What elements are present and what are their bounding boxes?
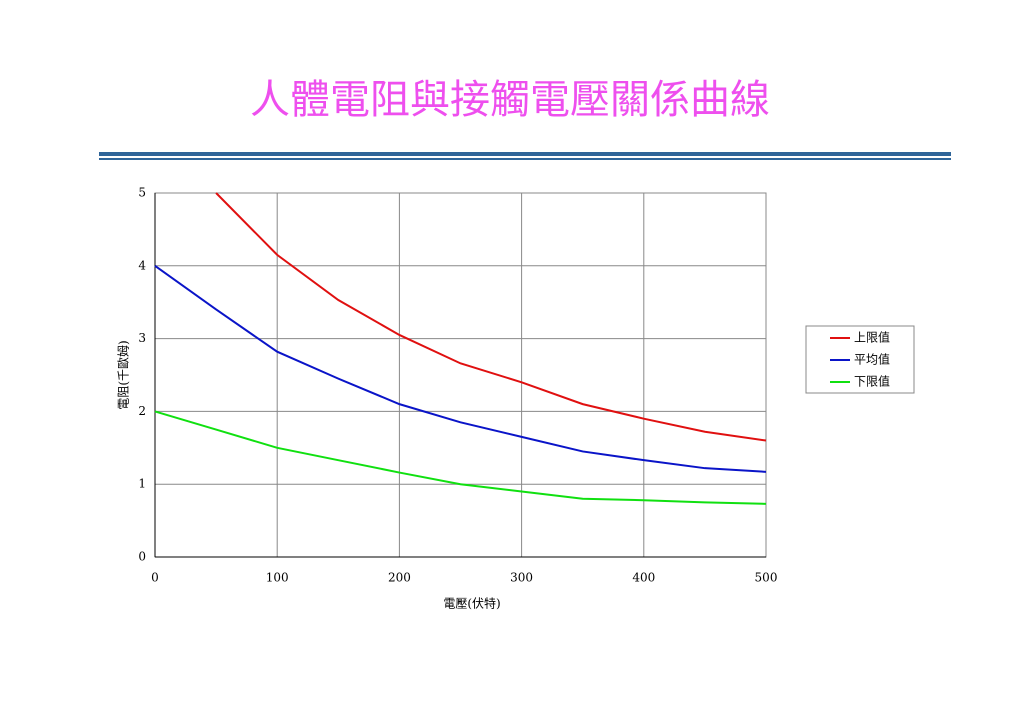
x-tick-label: 100 bbox=[266, 571, 289, 585]
legend-box bbox=[805, 325, 915, 394]
y-tick-label: 1 bbox=[138, 477, 146, 491]
x-tick-label: 500 bbox=[755, 571, 778, 585]
y-tick-label: 3 bbox=[138, 331, 146, 345]
series-line bbox=[154, 410, 767, 505]
chart-title: 人體電阻與接觸電壓關係曲線 bbox=[250, 77, 770, 123]
y-tick-label: 2 bbox=[138, 404, 146, 418]
y-tick-label: 4 bbox=[138, 258, 146, 272]
x-tick-label: 400 bbox=[632, 571, 655, 585]
x-tick-label: 0 bbox=[151, 571, 159, 585]
x-axis-label: 電壓(伏特) bbox=[443, 596, 500, 611]
y-axis-label: 電阻(千歐姆) bbox=[116, 340, 131, 409]
x-tick-label: 200 bbox=[388, 571, 411, 585]
y-tick-label: 0 bbox=[138, 550, 146, 564]
series-line bbox=[215, 192, 767, 442]
legend-label: 上限值 bbox=[854, 330, 890, 345]
y-tick-label: 5 bbox=[138, 186, 146, 200]
title-rule bbox=[99, 158, 951, 160]
plot-area bbox=[154, 192, 767, 558]
title-rule bbox=[99, 152, 951, 156]
legend-label: 下限值 bbox=[854, 374, 890, 389]
series-line bbox=[154, 264, 767, 473]
legend-label: 平均值 bbox=[854, 352, 890, 367]
x-tick-label: 300 bbox=[510, 571, 533, 585]
